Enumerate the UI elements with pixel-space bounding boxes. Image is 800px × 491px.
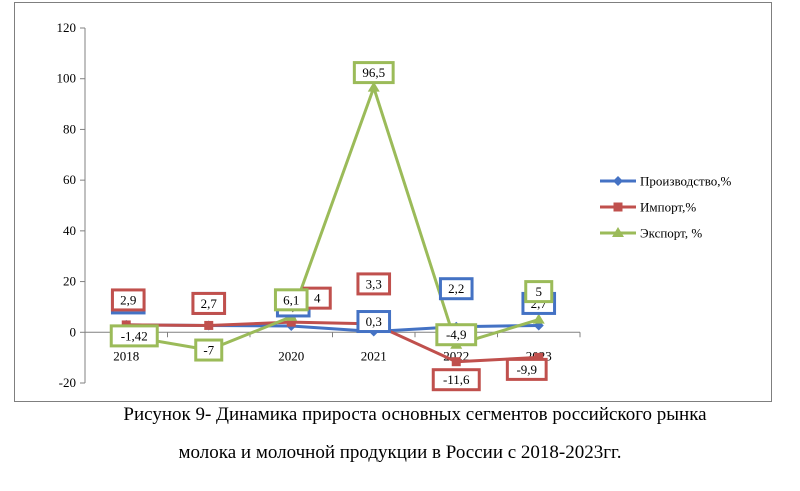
data-label-box	[356, 310, 392, 334]
data-label: 4	[314, 291, 321, 306]
data-label: 0,3	[366, 314, 382, 329]
series-line-2	[126, 320, 539, 364]
data-label-box	[435, 323, 478, 347]
y-tick-label: -20	[59, 375, 76, 390]
data-point-marker	[532, 313, 545, 324]
data-label: -4,9	[446, 327, 467, 342]
legend-item: Импорт,%	[600, 200, 696, 215]
data-point-marker	[204, 320, 214, 330]
data-label-box	[352, 61, 395, 85]
data-label: 6,1	[283, 292, 299, 307]
data-label: -7	[203, 343, 214, 358]
legend: Производство,% Импорт,% Экспорт, %	[600, 174, 732, 241]
x-tick-label: 2021	[361, 348, 387, 363]
data-point-marker	[367, 81, 380, 92]
data-label-box	[431, 368, 481, 392]
data-label: -9,9	[516, 362, 537, 377]
data-label: 5	[536, 284, 543, 299]
data-label-box	[194, 338, 224, 362]
y-tick-label: 0	[70, 324, 77, 339]
legend-label: Импорт,%	[640, 200, 696, 215]
y-tick-label: 80	[63, 121, 76, 136]
data-label-box	[524, 280, 554, 304]
data-label-box	[273, 288, 309, 312]
figure-caption-line-2: молока и молочной продукции в России с 2…	[178, 442, 622, 463]
series-line-3	[125, 86, 540, 352]
legend-label: Экспорт, %	[640, 226, 702, 241]
data-label: 2,9	[120, 292, 136, 307]
data-label-box	[505, 357, 548, 381]
y-tick-label: 40	[63, 223, 76, 238]
legend-marker	[613, 176, 623, 186]
legend-label: Производство,%	[640, 174, 732, 189]
legend-marker	[612, 227, 624, 237]
x-tick-label: 2018	[113, 348, 139, 363]
y-tick-label: 100	[57, 71, 77, 86]
data-point-marker	[286, 317, 296, 327]
data-label-box	[356, 272, 392, 296]
figure-caption-line-1: Рисунок 9- Динамика прироста основных се…	[123, 404, 707, 425]
data-point-marker	[451, 357, 461, 367]
data-label: 3,3	[366, 276, 382, 291]
line-chart: -200204060801001202018201920202021202220…	[57, 20, 732, 392]
data-label-box	[438, 277, 474, 301]
data-point-marker	[534, 352, 544, 362]
y-tick-label: 60	[63, 172, 76, 187]
y-tick-label: 20	[63, 274, 76, 289]
data-label-box	[110, 288, 146, 312]
data-label: 2,7	[201, 296, 218, 311]
series-lines	[120, 81, 545, 367]
data-label: 2,2	[448, 281, 464, 296]
data-label-box	[109, 324, 159, 348]
data-label: -11,6	[443, 372, 470, 387]
data-labels: 2,92,72,50,32,22,72,92,743,3-11,6-9,9-1,…	[109, 61, 557, 392]
data-label-box	[191, 291, 227, 315]
legend-item: Экспорт, %	[600, 226, 702, 241]
y-tick-label: 120	[57, 20, 77, 35]
legend-marker	[613, 202, 623, 212]
data-label: 96,5	[362, 65, 385, 80]
data-label: -1,42	[121, 328, 148, 343]
legend-item: Производство,%	[600, 174, 732, 189]
x-tick-label: 2020	[278, 348, 304, 363]
